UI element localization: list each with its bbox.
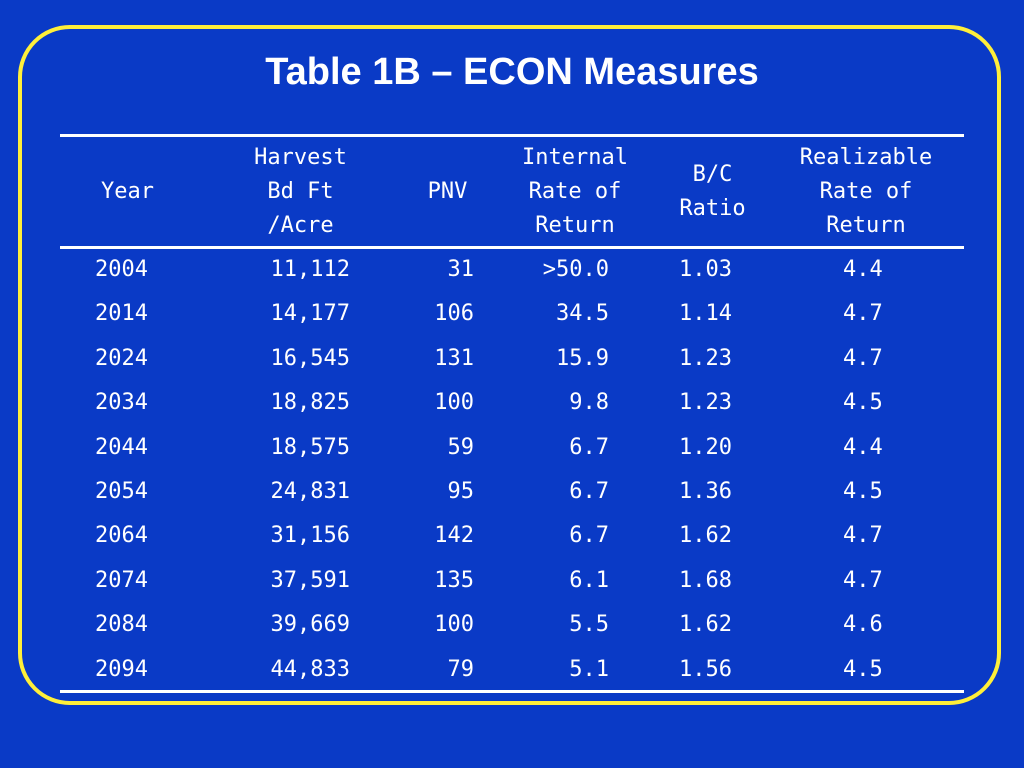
cell-year: 2094 <box>95 656 148 682</box>
cell-pnv: 79 <box>447 656 475 682</box>
cell-bc: 1.14 <box>679 301 732 327</box>
cell-harvest: 18,575 <box>270 434 350 460</box>
cell-year: 2054 <box>95 479 148 504</box>
cell-bc: 1.03 <box>679 257 732 282</box>
table-top-rule <box>60 134 964 137</box>
cell-harvest: 44,833 <box>270 656 350 682</box>
cell-irr: 15.9 <box>556 345 609 371</box>
cell-irr: 6.7 <box>569 523 609 549</box>
cell-rrr: 4.4 <box>843 434 883 460</box>
table-bottom-rule <box>60 690 964 693</box>
cell-harvest: 18,825 <box>270 390 350 416</box>
cell-harvest: 39,669 <box>270 612 350 638</box>
cell-rrr: 4.4 <box>843 257 883 282</box>
header-bc-ratio: B/C Ratio <box>679 162 746 221</box>
cell-rrr: 4.5 <box>843 479 883 504</box>
cell-year: 2004 <box>95 257 148 282</box>
header-irr: Internal Rate of Return <box>522 145 628 238</box>
cell-pnv: 142 <box>434 523 474 549</box>
cell-pnv: 100 <box>434 390 474 416</box>
cell-pnv: 100 <box>434 612 474 638</box>
table-header-rule <box>60 246 964 249</box>
cell-year: 2024 <box>95 345 148 371</box>
cell-rrr: 4.7 <box>843 345 883 371</box>
cell-bc: 1.23 <box>679 345 732 371</box>
cell-pnv: 31 <box>447 257 475 282</box>
cell-year: 2014 <box>95 301 148 327</box>
cell-bc: 1.56 <box>679 656 732 682</box>
cell-irr: 5.5 <box>569 612 609 638</box>
cell-rrr: 4.5 <box>843 390 883 416</box>
cell-rrr: 4.7 <box>843 523 883 549</box>
cell-harvest: 11,112 <box>270 257 350 282</box>
cell-pnv: 95 <box>447 479 475 504</box>
cell-harvest: 24,831 <box>270 479 350 504</box>
cell-irr: 6.7 <box>569 479 609 504</box>
cell-irr: 5.1 <box>569 656 609 682</box>
cell-pnv: 131 <box>434 345 474 371</box>
cell-harvest: 14,177 <box>270 301 350 327</box>
cell-bc: 1.62 <box>679 612 732 638</box>
cell-year: 2044 <box>95 434 148 460</box>
header-harvest: Harvest Bd Ft /Acre <box>254 145 347 238</box>
cell-bc: 1.36 <box>679 479 732 504</box>
cell-rrr: 4.7 <box>843 567 883 593</box>
cell-harvest: 37,591 <box>270 567 350 593</box>
cell-irr: 34.5 <box>556 301 609 327</box>
cell-harvest: 16,545 <box>270 345 350 371</box>
cell-irr: 9.8 <box>569 390 609 416</box>
cell-pnv: 59 <box>447 434 475 460</box>
header-pnv: PNV <box>427 179 468 204</box>
cell-bc: 1.68 <box>679 567 732 593</box>
cell-bc: 1.20 <box>679 434 732 460</box>
cell-irr: 6.1 <box>569 567 609 593</box>
cell-year: 2064 <box>95 523 148 549</box>
cell-pnv: 106 <box>434 301 474 327</box>
cell-year: 2034 <box>95 390 148 416</box>
header-rrr: Realizable Rate of Return <box>799 145 933 238</box>
cell-irr: >50.0 <box>542 257 609 282</box>
cell-rrr: 4.7 <box>843 301 883 327</box>
header-year: Year <box>101 179 154 204</box>
cell-year: 2084 <box>95 612 148 638</box>
slide-frame <box>18 25 1001 705</box>
slide-title: Table 1B – ECON Measures <box>265 51 759 93</box>
cell-bc: 1.62 <box>679 523 732 549</box>
cell-bc: 1.23 <box>679 390 732 416</box>
cell-rrr: 4.6 <box>843 612 883 638</box>
cell-irr: 6.7 <box>569 434 609 460</box>
cell-rrr: 4.5 <box>843 656 883 682</box>
cell-harvest: 31,156 <box>270 523 350 549</box>
cell-pnv: 135 <box>434 567 474 593</box>
cell-year: 2074 <box>95 567 148 593</box>
